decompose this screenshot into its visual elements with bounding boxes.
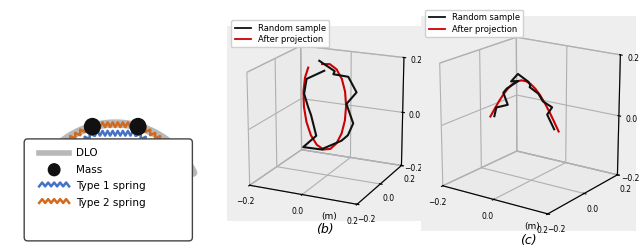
- Circle shape: [175, 148, 191, 164]
- Text: DLO: DLO: [76, 148, 98, 158]
- FancyBboxPatch shape: [24, 139, 193, 241]
- Text: (b): (b): [316, 223, 333, 236]
- Text: (m): (m): [525, 222, 541, 230]
- Circle shape: [130, 119, 146, 135]
- Legend: Random sample, After projection: Random sample, After projection: [426, 10, 524, 37]
- Circle shape: [49, 164, 60, 176]
- Circle shape: [40, 148, 56, 164]
- Legend: Random sample, After projection: Random sample, After projection: [232, 20, 330, 47]
- Text: (m): (m): [321, 212, 337, 221]
- Text: Mass: Mass: [76, 165, 102, 175]
- Circle shape: [84, 119, 100, 135]
- Text: Type 1 spring: Type 1 spring: [76, 181, 146, 191]
- Text: Type 2 spring: Type 2 spring: [76, 198, 146, 208]
- Text: (c): (c): [520, 234, 536, 247]
